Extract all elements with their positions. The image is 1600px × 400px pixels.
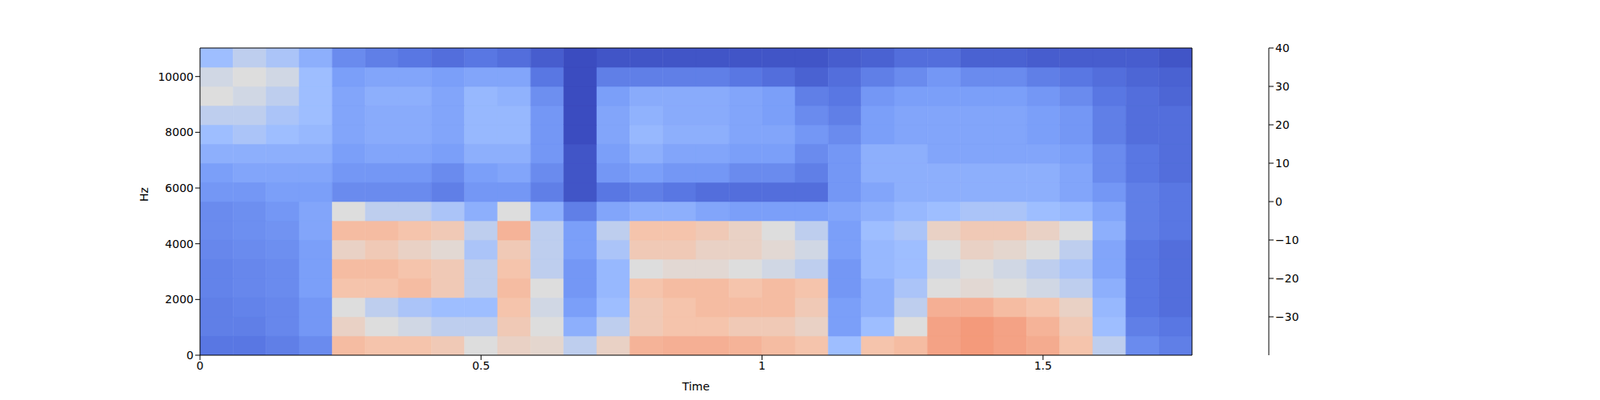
svg-text:−20: −20 [1275,272,1300,285]
svg-text:Time: Time [681,380,710,393]
svg-text:30: 30 [1275,80,1290,93]
svg-text:40: 40 [1275,41,1290,55]
svg-text:10000: 10000 [157,70,194,84]
svg-text:0.5: 0.5 [472,359,490,372]
svg-text:4000: 4000 [164,237,194,251]
svg-text:0: 0 [186,348,194,362]
svg-text:8000: 8000 [164,125,194,139]
svg-text:10: 10 [1275,156,1290,170]
svg-text:1: 1 [758,359,766,372]
svg-text:2000: 2000 [164,292,194,306]
svg-text:0: 0 [1275,195,1283,208]
svg-text:0: 0 [196,359,204,372]
svg-text:−10: −10 [1275,233,1300,247]
svg-text:−30: −30 [1275,310,1300,324]
svg-text:6000: 6000 [164,181,194,195]
svg-text:20: 20 [1275,118,1290,132]
svg-text:1.5: 1.5 [1034,359,1052,372]
svg-text:Hz: Hz [137,187,151,202]
